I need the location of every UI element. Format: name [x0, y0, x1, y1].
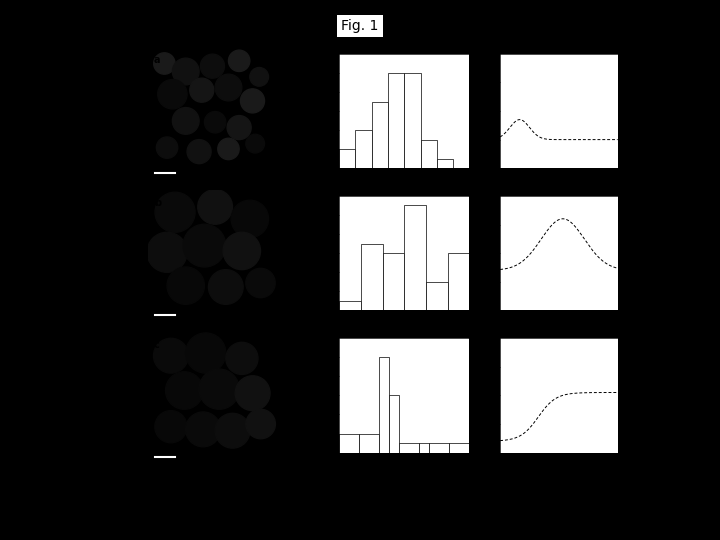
Bar [339, 301, 361, 310]
Circle shape [246, 409, 275, 438]
Circle shape [223, 232, 261, 269]
X-axis label: Wavelength (nm): Wavelength (nm) [528, 328, 589, 335]
Bar [429, 443, 449, 453]
Circle shape [200, 54, 225, 78]
Bar [390, 395, 400, 453]
Circle shape [228, 50, 250, 71]
Circle shape [198, 190, 233, 224]
Bar [379, 357, 390, 453]
Text: g: g [467, 47, 474, 57]
Circle shape [155, 410, 187, 443]
Y-axis label: Absorbance (a.u.): Absorbance (a.u.) [471, 364, 477, 427]
Text: Journal of Dermatological Science 2018 89146-154DOI: (10.1016/j.jdermsci.2017.11: Journal of Dermatological Science 2018 8… [112, 500, 394, 504]
Bar [419, 443, 429, 453]
Text: d: d [310, 47, 318, 57]
Text: b: b [153, 198, 161, 207]
Circle shape [153, 53, 175, 74]
Circle shape [235, 376, 270, 410]
Circle shape [215, 74, 242, 101]
Circle shape [156, 137, 178, 158]
Bar [382, 253, 404, 310]
Text: c: c [153, 340, 159, 349]
Circle shape [240, 89, 264, 113]
Bar [339, 149, 356, 168]
Bar [449, 443, 469, 453]
Circle shape [217, 138, 239, 160]
Bar [361, 244, 382, 310]
Bar [404, 205, 426, 310]
Y-axis label: Number: Number [312, 239, 318, 267]
Bar [372, 102, 388, 168]
X-axis label: Size (nm): Size (nm) [387, 328, 421, 335]
Y-axis label: Absorbance (a.u.): Absorbance (a.u.) [471, 80, 477, 142]
Circle shape [231, 200, 269, 238]
Bar [437, 159, 453, 168]
Bar [404, 73, 420, 168]
Circle shape [186, 333, 226, 373]
Circle shape [209, 269, 243, 305]
Bar [426, 282, 448, 310]
Circle shape [246, 134, 264, 153]
Circle shape [153, 338, 189, 373]
Circle shape [147, 232, 187, 272]
Circle shape [215, 413, 250, 448]
Circle shape [167, 267, 204, 305]
Text: e: e [310, 189, 317, 199]
Circle shape [226, 342, 258, 374]
Circle shape [172, 58, 199, 85]
Y-axis label: Number: Number [312, 97, 318, 125]
Circle shape [183, 224, 226, 267]
Y-axis label: Absorbance (a.u.): Absorbance (a.u.) [471, 222, 477, 284]
Circle shape [199, 369, 239, 409]
X-axis label: Size (nm): Size (nm) [387, 186, 421, 193]
Text: Copyright © 2017 Japanese Society for Investigative Dermatology Terms and Condit: Copyright © 2017 Japanese Society for In… [112, 514, 392, 519]
Circle shape [246, 268, 275, 298]
Circle shape [158, 79, 187, 109]
Circle shape [227, 116, 251, 140]
Circle shape [250, 68, 269, 86]
X-axis label: Wavelength (nm): Wavelength (nm) [528, 186, 589, 193]
Text: f: f [310, 331, 315, 341]
X-axis label: Wavelength (nm): Wavelength (nm) [528, 471, 589, 477]
Bar [448, 253, 469, 310]
Bar [339, 434, 359, 453]
Text: i: i [467, 331, 471, 341]
Circle shape [172, 107, 199, 134]
Bar [359, 434, 379, 453]
Circle shape [186, 412, 220, 447]
Text: Fig. 1: Fig. 1 [341, 19, 379, 33]
Bar [420, 140, 437, 168]
X-axis label: Size (nm): Size (nm) [387, 471, 421, 477]
Text: a: a [153, 56, 160, 65]
Circle shape [204, 112, 226, 133]
Text: h: h [467, 189, 474, 199]
Circle shape [190, 78, 214, 102]
Bar [356, 130, 372, 168]
Circle shape [187, 140, 211, 164]
Circle shape [155, 192, 195, 232]
Bar [388, 73, 404, 168]
Circle shape [166, 372, 203, 409]
Bar [400, 443, 419, 453]
Y-axis label: Number: Number [312, 381, 318, 409]
